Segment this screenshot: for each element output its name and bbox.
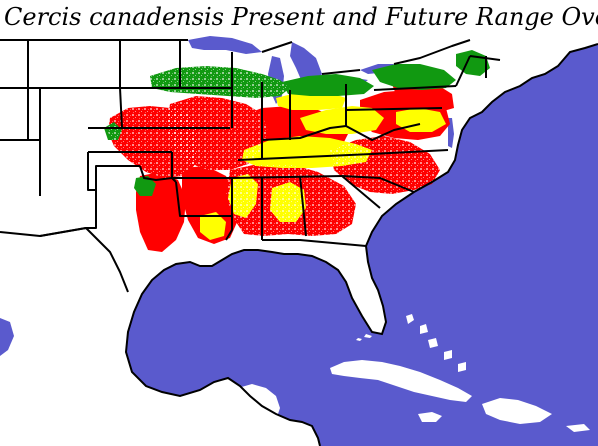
green-patch-tx xyxy=(134,176,156,196)
cuba xyxy=(330,360,472,402)
texture-overlay xyxy=(108,66,440,236)
puerto-rico xyxy=(566,424,590,432)
yellow-band-ky-wv xyxy=(300,106,384,134)
state-boundaries xyxy=(0,39,501,293)
boundary-oh-ky xyxy=(261,125,347,141)
boundary-wv-va xyxy=(345,123,421,141)
bahamas xyxy=(406,314,466,372)
lake-huron xyxy=(290,42,322,86)
boundary-al-ga xyxy=(299,175,307,237)
boundary-ky-tn xyxy=(237,153,373,161)
yellow-patch-la xyxy=(200,212,226,240)
speckle-c xyxy=(226,164,356,236)
gulf-of-california xyxy=(0,318,14,356)
speckle-b xyxy=(166,96,268,170)
boundary-va-nc xyxy=(371,149,449,155)
us-canada-border xyxy=(0,39,471,75)
florida-keys xyxy=(356,334,372,341)
boundary-pa-south xyxy=(345,107,443,111)
jamaica xyxy=(418,412,442,422)
coastline xyxy=(124,43,598,446)
boundary-la-ms xyxy=(225,178,233,241)
boundary-tn-south xyxy=(231,175,343,179)
lake-superior xyxy=(188,36,262,54)
us-mexico-border xyxy=(0,227,129,293)
boundary-mo-ar xyxy=(171,152,232,179)
green-band-ohio-in xyxy=(282,74,374,96)
atlantic-coast xyxy=(124,43,598,446)
boundary-ar-la xyxy=(175,181,232,217)
boundary-tx-ok xyxy=(139,165,177,183)
boundary-ga-sc xyxy=(341,175,381,209)
hispaniola xyxy=(482,398,552,424)
map-title: Cercis canadensis Present and Future Ran… xyxy=(4,3,598,31)
green-band-ny-pa xyxy=(372,64,456,90)
boundary-ne-states xyxy=(455,55,501,87)
boundary-fl-north xyxy=(262,239,367,247)
chesapeake-bay xyxy=(448,118,454,148)
yucatan xyxy=(238,384,280,436)
boundary-nc-sc xyxy=(341,175,415,193)
speckle-d xyxy=(330,136,440,194)
speckle-e xyxy=(150,66,290,98)
boundary-pa-ny xyxy=(373,85,457,91)
yellow-band-ohio xyxy=(276,92,346,110)
